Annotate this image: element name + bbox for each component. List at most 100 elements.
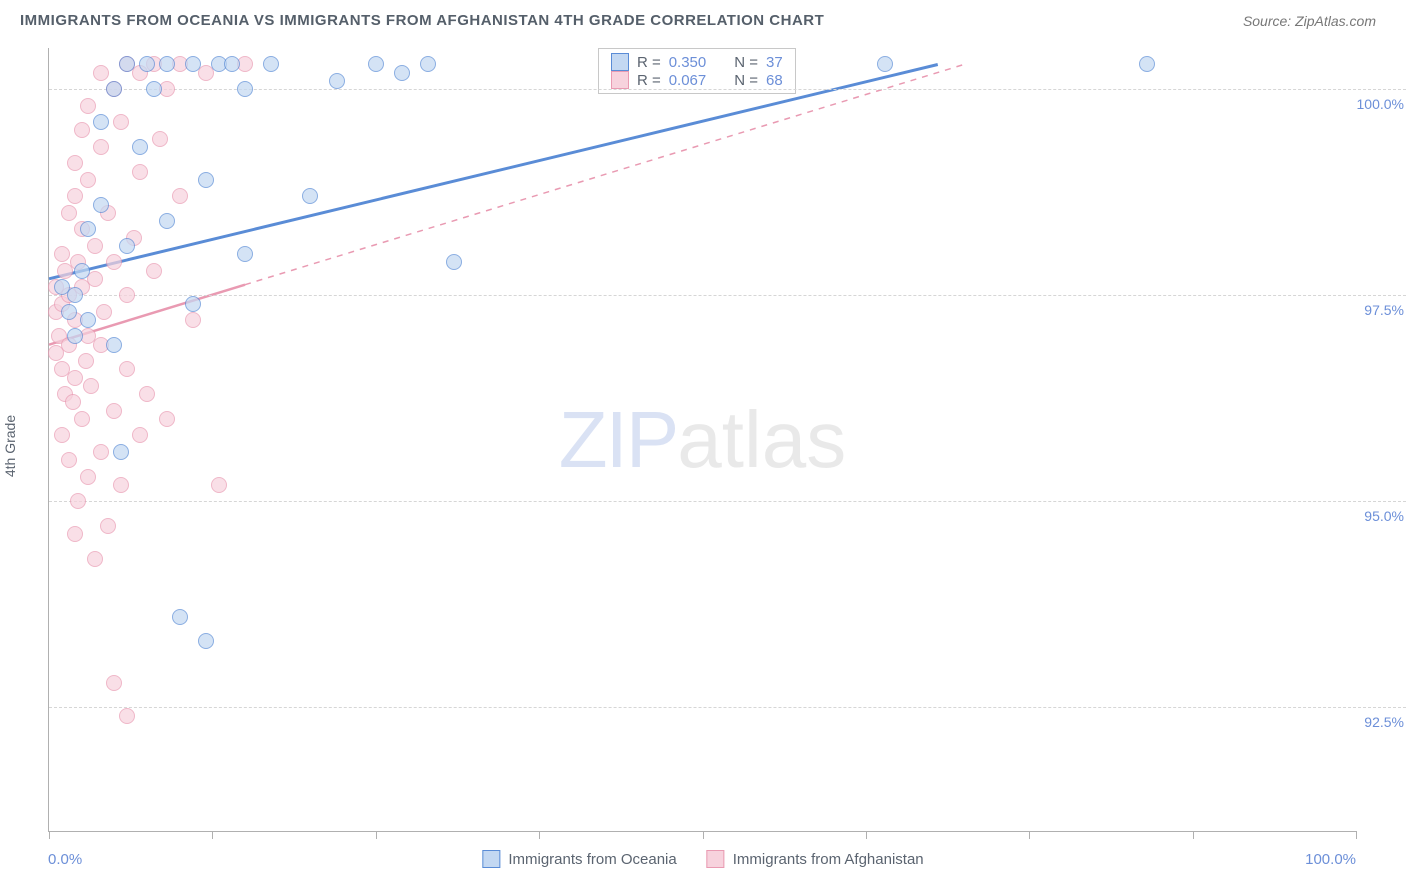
data-point (132, 139, 148, 155)
data-point (106, 81, 122, 97)
data-point (185, 56, 201, 72)
series-swatch (611, 53, 629, 71)
data-point (54, 246, 70, 262)
data-point (67, 155, 83, 171)
data-point (80, 469, 96, 485)
x-tick (703, 831, 704, 839)
stat-row: R = 0.350 N = 37 (611, 53, 783, 71)
data-point (80, 221, 96, 237)
data-point (54, 427, 70, 443)
data-point (61, 452, 77, 468)
series-swatch (482, 850, 500, 868)
data-point (119, 287, 135, 303)
data-point (119, 361, 135, 377)
y-tick-label: 100.0% (1357, 96, 1404, 112)
x-tick (1029, 831, 1030, 839)
data-point (877, 56, 893, 72)
data-point (159, 213, 175, 229)
data-point (80, 98, 96, 114)
data-point (159, 56, 175, 72)
x-tick (1356, 831, 1357, 839)
data-point (83, 378, 99, 394)
legend-label: Immigrants from Oceania (508, 851, 676, 868)
data-point (420, 56, 436, 72)
data-point (113, 114, 129, 130)
data-point (211, 477, 227, 493)
correlation-stats-box: R = 0.350 N = 37 R = 0.067 N = 68 (598, 48, 796, 94)
data-point (159, 411, 175, 427)
data-point (78, 353, 94, 369)
n-label: N = (734, 54, 758, 71)
x-tick (539, 831, 540, 839)
data-point (446, 254, 462, 270)
x-axis-max-label: 100.0% (1305, 851, 1356, 868)
x-tick (866, 831, 867, 839)
data-point (74, 411, 90, 427)
data-point (93, 114, 109, 130)
legend-item: Immigrants from Oceania (482, 850, 676, 868)
y-tick-label: 92.5% (1364, 714, 1404, 730)
data-point (61, 205, 77, 221)
data-point (67, 328, 83, 344)
r-label: R = (637, 54, 661, 71)
data-point (119, 238, 135, 254)
legend: Immigrants from Oceania Immigrants from A… (482, 850, 923, 868)
y-axis-title: 4th Grade (2, 415, 18, 477)
data-point (185, 312, 201, 328)
data-point (87, 238, 103, 254)
data-point (132, 164, 148, 180)
data-point (237, 246, 253, 262)
r-value: 0.350 (669, 54, 707, 71)
data-point (146, 81, 162, 97)
data-point (119, 708, 135, 724)
data-point (67, 188, 83, 204)
legend-item: Immigrants from Afghanistan (707, 850, 924, 868)
data-point (106, 254, 122, 270)
data-point (113, 444, 129, 460)
data-point (185, 296, 201, 312)
data-point (172, 609, 188, 625)
r-value: 0.067 (669, 72, 707, 89)
data-point (1139, 56, 1155, 72)
r-label: R = (637, 72, 661, 89)
data-point (302, 188, 318, 204)
data-point (93, 444, 109, 460)
n-value: 37 (766, 54, 783, 71)
n-label: N = (734, 72, 758, 89)
data-point (119, 56, 135, 72)
data-point (93, 197, 109, 213)
data-point (93, 65, 109, 81)
y-tick-label: 95.0% (1364, 508, 1404, 524)
x-tick (49, 831, 50, 839)
gridline (49, 707, 1406, 708)
data-point (67, 287, 83, 303)
data-point (80, 312, 96, 328)
source-label: Source: ZipAtlas.com (1243, 13, 1376, 29)
data-point (139, 56, 155, 72)
scatter-chart: ZIPatlas R =0.350N =37R =0.067N =68 92.5… (48, 48, 1356, 832)
data-point (152, 131, 168, 147)
data-point (146, 263, 162, 279)
data-point (61, 304, 77, 320)
data-point (329, 73, 345, 89)
data-point (87, 551, 103, 567)
legend-label: Immigrants from Afghanistan (733, 851, 924, 868)
data-point (224, 56, 240, 72)
data-point (70, 493, 86, 509)
data-point (67, 526, 83, 542)
series-swatch (707, 850, 725, 868)
series-swatch (611, 71, 629, 89)
data-point (106, 403, 122, 419)
n-value: 68 (766, 72, 783, 89)
data-point (74, 122, 90, 138)
data-point (237, 81, 253, 97)
data-point (100, 518, 116, 534)
data-point (139, 386, 155, 402)
data-point (132, 427, 148, 443)
data-point (263, 56, 279, 72)
data-point (80, 172, 96, 188)
stat-row: R = 0.067 N = 68 (611, 71, 783, 89)
data-point (65, 394, 81, 410)
x-tick (1193, 831, 1194, 839)
data-point (106, 337, 122, 353)
